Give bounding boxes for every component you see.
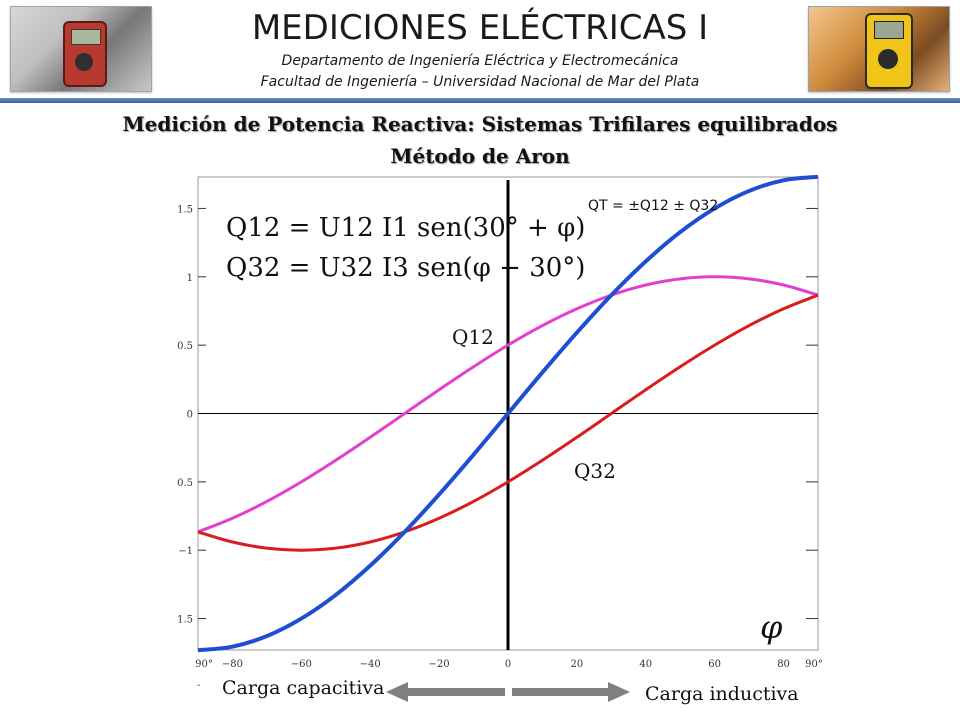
x-tick-label: −40: [360, 659, 381, 670]
multimeter-photo-icon: [10, 6, 152, 92]
course-title: MEDICIONES ELÉCTRICAS I: [251, 8, 709, 48]
x-tick-label: 90°: [195, 659, 213, 670]
y-tick-label: −1: [178, 546, 193, 557]
x-ticks: 90° −80 −60 −40 −20 0 20 40 60 80 90°: [195, 659, 823, 670]
y-tick-label: 1.5: [177, 615, 193, 626]
meter-dial-icon: [75, 53, 93, 71]
capacitive-arrow: [386, 682, 505, 702]
series-line-qt: [197, 174, 819, 653]
meter-screen-icon: [874, 21, 904, 39]
y-tick-label: 1.5: [177, 204, 193, 215]
x-tick-label: 40: [639, 659, 652, 670]
x-tick-label: −80: [222, 659, 243, 670]
inductive-arrow: [512, 682, 630, 702]
x-tick-label: −20: [429, 659, 450, 670]
department-line: Departamento de Ingeniería Eléctrica y E…: [281, 53, 679, 69]
x-tick-label: 80: [777, 659, 790, 670]
meter-screen-icon: [71, 29, 101, 45]
y-ticks: 1.5 1 0.5 0 0.5 −1 1.5: [177, 204, 818, 626]
series-group: [197, 174, 819, 653]
multimeter-icon: [865, 13, 913, 89]
inductive-caption: Carga inductiva: [645, 683, 799, 705]
q32-label: Q32: [574, 459, 616, 483]
y-tick-label: 0.5: [177, 478, 193, 489]
slide-title: Medición de Potencia Reactiva: Sistemas …: [122, 112, 838, 136]
x-tick-label: 0: [505, 659, 511, 670]
header: MEDICIONES ELÉCTRICAS I Departamento de …: [0, 0, 960, 100]
q12-label: Q12: [452, 325, 494, 349]
header-divider: [0, 98, 960, 103]
multimeter-icon: [63, 21, 107, 87]
phi-symbol: φ: [760, 608, 783, 646]
series-line-q32: [197, 293, 819, 552]
x-tick-label: 20: [571, 659, 584, 670]
series-line-q12: [197, 275, 819, 534]
x-tick-label: 90°: [805, 659, 823, 670]
qt-formula: QT = ±Q12 ± Q32: [588, 198, 718, 214]
faculty-line: Facultad de Ingeniería – Universidad Nac…: [260, 74, 700, 90]
q12-formula: Q12 = U12 I1 sen(30° + φ): [226, 213, 585, 243]
x-tick-label: −60: [291, 659, 312, 670]
y-tick-label: 1: [187, 273, 193, 284]
y-tick-label: 0: [187, 410, 193, 421]
y-tick-label: 0.5: [177, 341, 193, 352]
slide-subtitle: Método de Aron: [390, 144, 570, 168]
q32-formula: Q32 = U32 I3 sen(φ − 30°): [226, 253, 585, 283]
dash-mark: -: [197, 680, 200, 691]
multimeter-photo-icon: [808, 6, 950, 92]
capacitive-caption: Carga capacitiva: [222, 677, 385, 699]
meter-dial-icon: [878, 49, 898, 69]
x-tick-label: 60: [708, 659, 721, 670]
